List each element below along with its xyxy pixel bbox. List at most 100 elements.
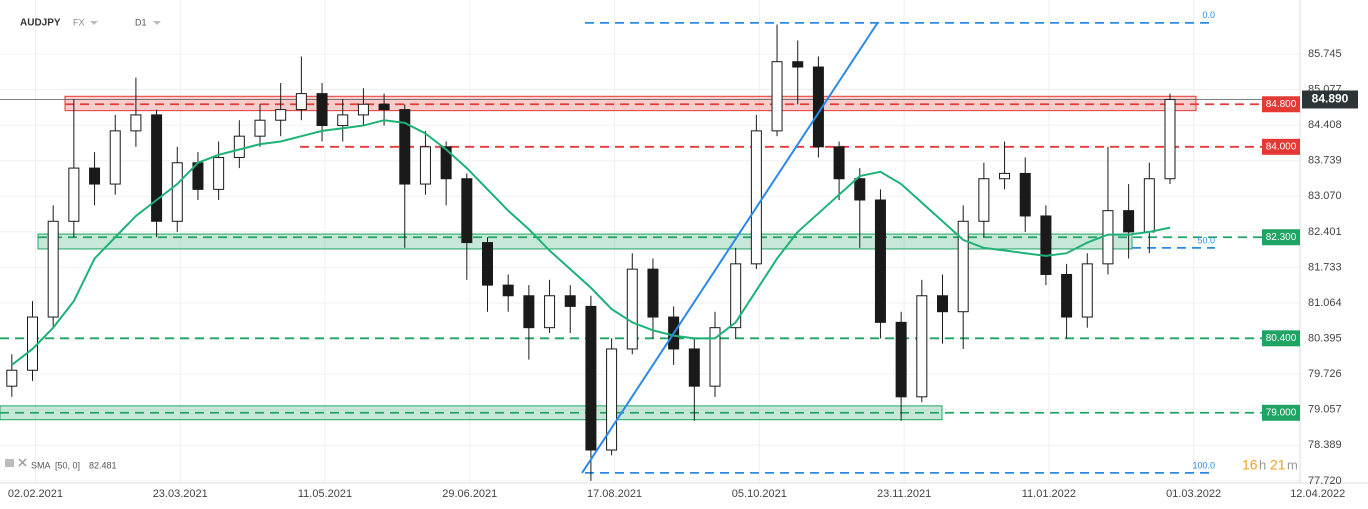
candle-body <box>792 61 804 68</box>
y-tick-label: 77.720 <box>1308 475 1342 487</box>
candle-body <box>502 284 514 297</box>
candle-body <box>130 114 142 132</box>
x-tick-label: 11.01.2022 <box>1022 488 1076 500</box>
candle-body <box>937 295 948 313</box>
level-tag <box>1262 96 1300 113</box>
x-tick-label: 11.05.2021 <box>298 488 352 500</box>
candle-body <box>461 178 473 244</box>
y-tick-label: 81.733 <box>1308 261 1342 273</box>
y-tick-label: 83.739 <box>1308 155 1342 167</box>
candle-body <box>1019 172 1031 217</box>
fib-label: 50.0 <box>1197 235 1215 245</box>
y-tick-label: 85.745 <box>1308 48 1342 60</box>
y-tick-label: 84.408 <box>1308 119 1342 131</box>
level-label: 80.400 <box>1266 333 1297 344</box>
dropdown-icon[interactable] <box>153 21 161 25</box>
x-tick-label: 12.04.2022 <box>1290 488 1345 500</box>
candle-body <box>378 103 390 111</box>
candle-body <box>337 114 349 127</box>
candle-body <box>151 114 163 222</box>
candle-body <box>47 220 59 318</box>
candle-body <box>1081 263 1093 318</box>
x-tick-label: 23.11.2021 <box>877 488 931 500</box>
y-tick-label: 79.057 <box>1308 404 1342 416</box>
candle-body <box>564 295 576 307</box>
candle-body <box>585 305 597 451</box>
y-tick-label: 81.064 <box>1308 297 1342 309</box>
x-tick-label: 01.03.2022 <box>1166 488 1221 500</box>
remove-icon[interactable] <box>18 458 27 467</box>
x-tick-label: 17.08.2021 <box>587 488 642 500</box>
candle-body <box>68 167 80 222</box>
candle-body <box>874 199 886 323</box>
last-price-tag <box>1302 90 1358 109</box>
candle-body <box>895 321 907 398</box>
candle-body <box>254 119 266 137</box>
sma-params: [50, 0] <box>55 460 80 470</box>
candle-body <box>1164 98 1176 180</box>
candle-body <box>1040 215 1052 275</box>
y-tick-label: 83.070 <box>1308 190 1342 202</box>
timer-minutes: 21 <box>1270 457 1286 473</box>
plot-layer <box>0 0 1300 483</box>
candle-body <box>647 268 659 318</box>
candle-body <box>999 172 1011 180</box>
candle-body <box>419 146 431 185</box>
interval[interactable]: D1 <box>135 17 147 27</box>
x-tick-label: 29.06.2021 <box>442 488 497 500</box>
candle-body <box>544 295 556 329</box>
y-tick-label: 79.726 <box>1308 368 1342 380</box>
dropdown-icon[interactable] <box>90 21 98 25</box>
candle-body <box>316 93 328 127</box>
candle-body <box>213 156 225 190</box>
level-label: 84.000 <box>1266 141 1297 152</box>
fib-label: 100.0 <box>1192 460 1215 470</box>
candle-body <box>833 146 845 180</box>
symbol: AUDJPY <box>20 18 61 29</box>
candle-body <box>1143 178 1155 233</box>
candle-body <box>854 178 866 201</box>
candle-body <box>606 348 618 451</box>
timer-m: m <box>1287 457 1298 472</box>
sma-value: 82.481 <box>89 460 117 470</box>
candle-body <box>440 146 452 180</box>
candle-body <box>89 167 101 185</box>
candle-body <box>750 130 762 265</box>
candle-body <box>523 295 535 329</box>
level-tag <box>1262 404 1300 421</box>
candle-body <box>27 316 38 371</box>
candle-body <box>233 135 245 158</box>
timer-hours: 16 <box>1242 457 1258 473</box>
market[interactable]: FX <box>73 17 85 27</box>
sma-line <box>11 119 1171 366</box>
candle-body <box>482 242 493 286</box>
candle-body <box>978 178 990 222</box>
level-label: 82.300 <box>1266 232 1297 243</box>
candle-body <box>1123 210 1135 233</box>
y-tick-label: 82.401 <box>1308 226 1342 238</box>
y-tick-label: 78.389 <box>1308 439 1342 451</box>
candle-body <box>916 295 928 398</box>
x-tick-label: 05.10.2021 <box>732 488 787 500</box>
x-tick-label: 02.02.2021 <box>8 488 63 500</box>
level-label: 84.800 <box>1266 99 1297 110</box>
indicator-icon[interactable] <box>5 459 14 467</box>
timer-h: h <box>1259 457 1266 472</box>
candle-body <box>771 61 783 132</box>
candle-body <box>730 263 742 329</box>
candle-body <box>295 93 307 111</box>
level-label: 79.000 <box>1266 407 1297 418</box>
level-tag <box>1262 229 1300 246</box>
candle-body <box>357 103 369 116</box>
y-tick-label: 80.395 <box>1308 332 1342 344</box>
candle-body <box>6 369 18 387</box>
fib-label: 0.0 <box>1202 10 1215 20</box>
candle-body <box>688 348 700 387</box>
x-tick-label: 23.03.2021 <box>153 488 208 500</box>
candle-body <box>399 109 411 185</box>
candle-body <box>109 130 121 185</box>
candle-body <box>1102 210 1114 265</box>
last-price-label: 84.890 <box>1312 92 1349 106</box>
